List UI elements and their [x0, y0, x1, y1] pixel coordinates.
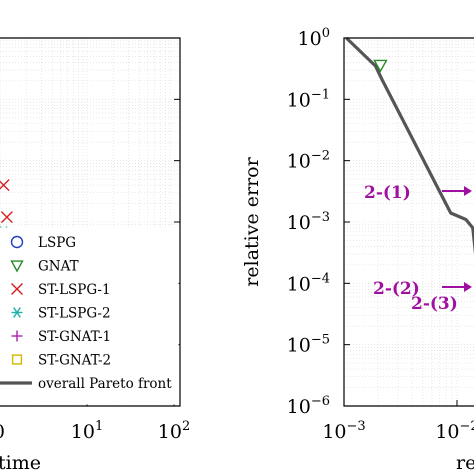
legend-label-7: overall Pareto front	[38, 376, 172, 392]
data-point-st-lspg-1	[0, 211, 13, 224]
legend-label-2: GNAT	[38, 259, 79, 275]
legend-box	[0, 227, 179, 405]
left-x-tick-labels: 0 101 102	[0, 419, 190, 443]
left-chart: 0 101 102 time LSPG GNAT ST-LSPG-1 ST-LSPG-2 S…	[0, 37, 190, 474]
legend-label-3: ST-LSPG-1	[38, 282, 111, 298]
marker-gnat	[373, 59, 388, 73]
data-point-st-lspg-1	[0, 179, 10, 192]
legend-label-1: LSPG	[38, 235, 76, 251]
annotation-arrowhead-2	[464, 282, 472, 292]
left-x-tick-label-partial: 0	[0, 421, 5, 443]
right-annotations: 2-(1) 2-(2)2-(3)	[364, 183, 472, 314]
right-plot-area	[344, 38, 474, 406]
right-y-tick-label: 10−3	[287, 210, 330, 234]
right-y-tick-label: 10−2	[287, 149, 330, 173]
right-y-tick-labels: 100 10−1 10−2 10−3 10−4 10−5 10−6	[287, 26, 330, 418]
left-axes-frame	[0, 37, 181, 407]
right-y-tick-label: 10−5	[287, 333, 330, 357]
legend-marker-3	[11, 283, 23, 295]
legend-label-5: ST-GNAT-1	[38, 329, 111, 345]
right-y-tick-label: 100	[298, 26, 330, 50]
legend-marker-5	[11, 330, 23, 342]
legend-marker-2	[10, 260, 24, 273]
left-x-tick-label: 101	[71, 419, 103, 443]
right-y-tick-label: 10−4	[287, 271, 330, 295]
legend-marker-1	[10, 235, 24, 249]
left-x-tick-label: 102	[158, 419, 190, 443]
right-y-axis-title: relative error	[241, 156, 263, 286]
left-x-axis-title: time	[0, 452, 41, 474]
legend-marker-4	[11, 307, 23, 318]
legend-label-6: ST-GNAT-2	[38, 353, 111, 369]
annotation-arrowhead-1	[464, 186, 472, 196]
right-x-tick-label: 10−3	[322, 419, 365, 443]
right-data-markers	[373, 59, 388, 73]
annotation-2: 2-(2)	[373, 279, 420, 299]
annotation-1: 2-(1)	[364, 183, 411, 203]
right-chart: 2-(1)2-(2)2-(3) 10010−110−210−310−410−51…	[241, 26, 474, 474]
right-y-tick-label: 10−1	[287, 87, 330, 111]
legend-label-4: ST-LSPG-2	[38, 306, 111, 322]
legend: LSPG GNAT ST-LSPG-1 ST-LSPG-2 ST-GNAT-1 ST-GN…	[0, 227, 179, 405]
right-x-tick-labels: 10−3 10−2	[322, 419, 474, 443]
right-x-axis-title: re	[456, 452, 474, 474]
annotation-3: 2-(3)	[411, 294, 458, 314]
legend-marker-6	[11, 354, 23, 365]
right-x-tick-label: 10−2	[435, 419, 474, 443]
right-axes-frame	[343, 37, 474, 407]
right-y-tick-label: 10−6	[287, 394, 330, 418]
pareto-front-line	[345, 36, 474, 255]
